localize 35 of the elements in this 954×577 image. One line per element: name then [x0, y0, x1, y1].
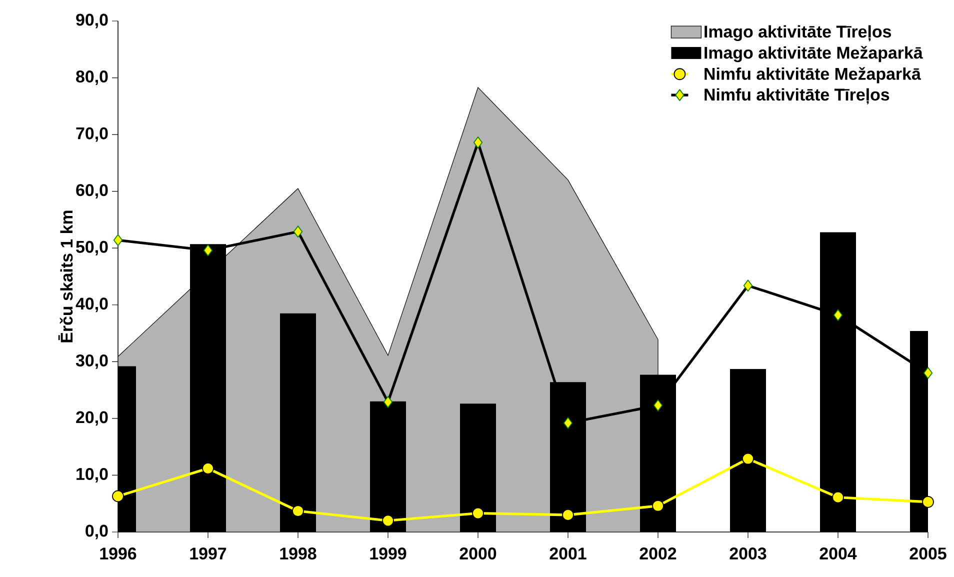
point [112, 490, 124, 502]
y-tick-label: 40,0 [76, 298, 108, 312]
y-tick-label: 30,0 [76, 354, 108, 369]
x-tick-label: 1997 [190, 548, 226, 560]
y-tick-label: 0,0 [86, 524, 108, 540]
x-tick-label: 2002 [640, 548, 676, 560]
y-tick-label: 70,0 [76, 127, 108, 142]
point [742, 452, 754, 465]
x-tick-label: 2005 [910, 548, 946, 560]
y-tick-label: 90,0 [76, 14, 108, 28]
x-tick-label: 1998 [280, 548, 316, 560]
point [472, 507, 484, 520]
x-tick-label: 2001 [550, 548, 586, 560]
y-tick-label: 50,0 [76, 240, 108, 256]
point [292, 505, 304, 517]
y-axis-title: Ērču skaits 1 km [58, 210, 73, 342]
point [832, 491, 844, 504]
x-tick-label: 1996 [100, 548, 136, 560]
legend-label: Imago aktivitāte Tīreļos [704, 25, 892, 42]
y-tick-label: 10,0 [76, 468, 108, 482]
point [382, 514, 394, 527]
x-tick-label: 2004 [820, 548, 857, 560]
legend-label: Nimfu aktivitāte Tīreļos [704, 88, 890, 104]
legend-label: Imago aktivitāte Mežaparkā [704, 46, 923, 62]
point [922, 496, 934, 508]
y-tick-label: 60,0 [76, 184, 108, 199]
point [652, 500, 664, 512]
point [562, 509, 574, 521]
y-tick-label: 20,0 [76, 411, 108, 426]
x-tick-label: 2000 [460, 548, 496, 560]
point [202, 462, 214, 474]
x-tick-label: 2003 [730, 548, 766, 560]
legend-label: Nimfu aktivitāte Mežaparkā [704, 67, 922, 84]
y-tick-label: 80,0 [76, 70, 108, 86]
x-tick-label: 1999 [370, 548, 406, 560]
